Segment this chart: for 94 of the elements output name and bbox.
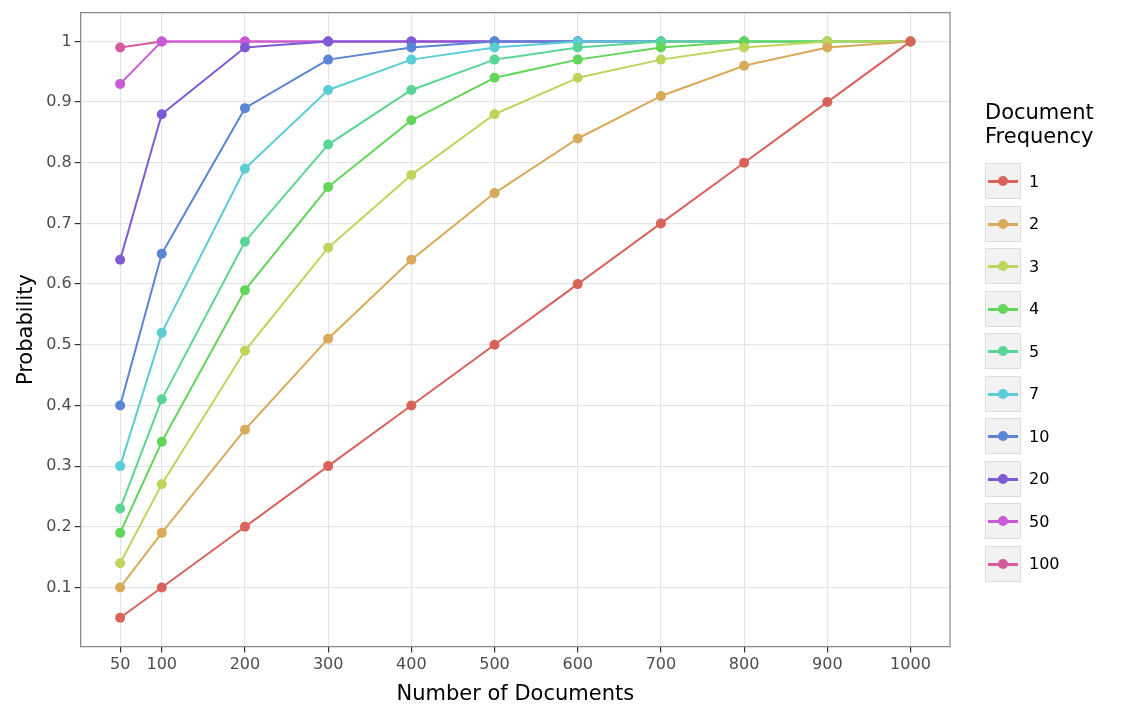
point bbox=[323, 461, 334, 472]
point bbox=[655, 54, 666, 65]
point bbox=[739, 42, 750, 53]
point bbox=[406, 54, 417, 65]
point bbox=[323, 182, 334, 193]
x-axis-title: Number of Documents bbox=[396, 680, 635, 705]
legend-label: 100 bbox=[1029, 554, 1060, 574]
point bbox=[115, 400, 126, 411]
y-tick-label: 1 bbox=[61, 30, 72, 50]
point bbox=[156, 436, 167, 447]
point bbox=[739, 157, 750, 168]
legend-label: 3 bbox=[1029, 256, 1040, 276]
point bbox=[572, 72, 583, 83]
y-tick-label: 0.4 bbox=[46, 394, 72, 414]
legend-label: 4 bbox=[1029, 299, 1040, 319]
x-tick-label: 700 bbox=[645, 654, 677, 674]
legend-title: Document Frequency bbox=[985, 100, 1095, 148]
y-tick-label: 0.7 bbox=[46, 212, 72, 232]
point bbox=[406, 254, 417, 265]
x-tick-label: 500 bbox=[479, 654, 510, 674]
y-tick-label: 0.3 bbox=[46, 455, 72, 475]
point bbox=[239, 103, 250, 114]
x-tick-label: 200 bbox=[229, 654, 261, 674]
y-tick-label: 0.9 bbox=[46, 91, 72, 111]
point bbox=[115, 78, 126, 89]
point bbox=[156, 479, 167, 490]
point bbox=[115, 461, 126, 472]
point bbox=[655, 42, 666, 53]
point bbox=[572, 54, 583, 65]
point bbox=[489, 72, 500, 83]
x-tick-label: 50 bbox=[109, 654, 131, 674]
legend-label: 7 bbox=[1029, 384, 1040, 404]
point bbox=[239, 424, 250, 435]
point bbox=[156, 109, 167, 120]
y-tick-label: 0.6 bbox=[46, 273, 72, 293]
point bbox=[572, 42, 583, 53]
x-tick-label: 600 bbox=[562, 654, 593, 674]
point bbox=[406, 42, 417, 53]
point bbox=[239, 236, 250, 247]
point bbox=[822, 42, 833, 53]
x-tick-label: 900 bbox=[812, 654, 843, 674]
point bbox=[406, 169, 417, 180]
point bbox=[406, 115, 417, 126]
point bbox=[323, 333, 334, 344]
point bbox=[239, 163, 250, 174]
x-tick-label: 1000 bbox=[890, 654, 931, 674]
point bbox=[572, 279, 583, 290]
point bbox=[239, 285, 250, 296]
point bbox=[239, 42, 250, 53]
x-tick-label: 300 bbox=[312, 654, 344, 674]
y-tick-label: 0.2 bbox=[46, 515, 72, 535]
point bbox=[239, 521, 250, 532]
point bbox=[239, 345, 250, 356]
x-tick-label: 400 bbox=[396, 654, 427, 674]
point bbox=[739, 60, 750, 71]
point bbox=[115, 527, 126, 538]
legend-label: 20 bbox=[1029, 469, 1050, 489]
point bbox=[115, 582, 126, 593]
point bbox=[489, 54, 500, 65]
point bbox=[406, 84, 417, 95]
legend-label: 2 bbox=[1029, 214, 1040, 234]
legend-label: 1 bbox=[1029, 171, 1040, 191]
point bbox=[489, 109, 500, 120]
point bbox=[156, 394, 167, 405]
x-tick-label: 800 bbox=[728, 654, 760, 674]
point bbox=[489, 188, 500, 199]
point bbox=[156, 327, 167, 338]
y-tick-label: 0.8 bbox=[46, 151, 72, 171]
point bbox=[323, 84, 334, 95]
point bbox=[115, 503, 126, 514]
y-tick-label: 0.5 bbox=[46, 333, 72, 353]
point bbox=[323, 139, 334, 150]
point bbox=[655, 91, 666, 102]
point bbox=[489, 339, 500, 350]
point bbox=[156, 527, 167, 538]
point bbox=[406, 400, 417, 411]
point bbox=[156, 582, 167, 593]
x-tick-label: 100 bbox=[146, 654, 178, 674]
y-tick-label: 0.1 bbox=[46, 576, 72, 596]
point bbox=[572, 133, 583, 144]
point bbox=[323, 242, 334, 253]
point bbox=[822, 97, 833, 108]
legend-label: 10 bbox=[1029, 426, 1050, 446]
legend-label: 5 bbox=[1029, 341, 1040, 361]
point bbox=[115, 42, 126, 53]
legend-label: 50 bbox=[1029, 511, 1050, 531]
point bbox=[156, 248, 167, 259]
y-axis-title: Probability bbox=[13, 274, 38, 386]
point bbox=[115, 254, 126, 265]
point bbox=[115, 558, 126, 569]
point bbox=[115, 612, 126, 623]
point bbox=[323, 54, 334, 65]
point bbox=[655, 218, 666, 229]
point bbox=[489, 42, 500, 53]
